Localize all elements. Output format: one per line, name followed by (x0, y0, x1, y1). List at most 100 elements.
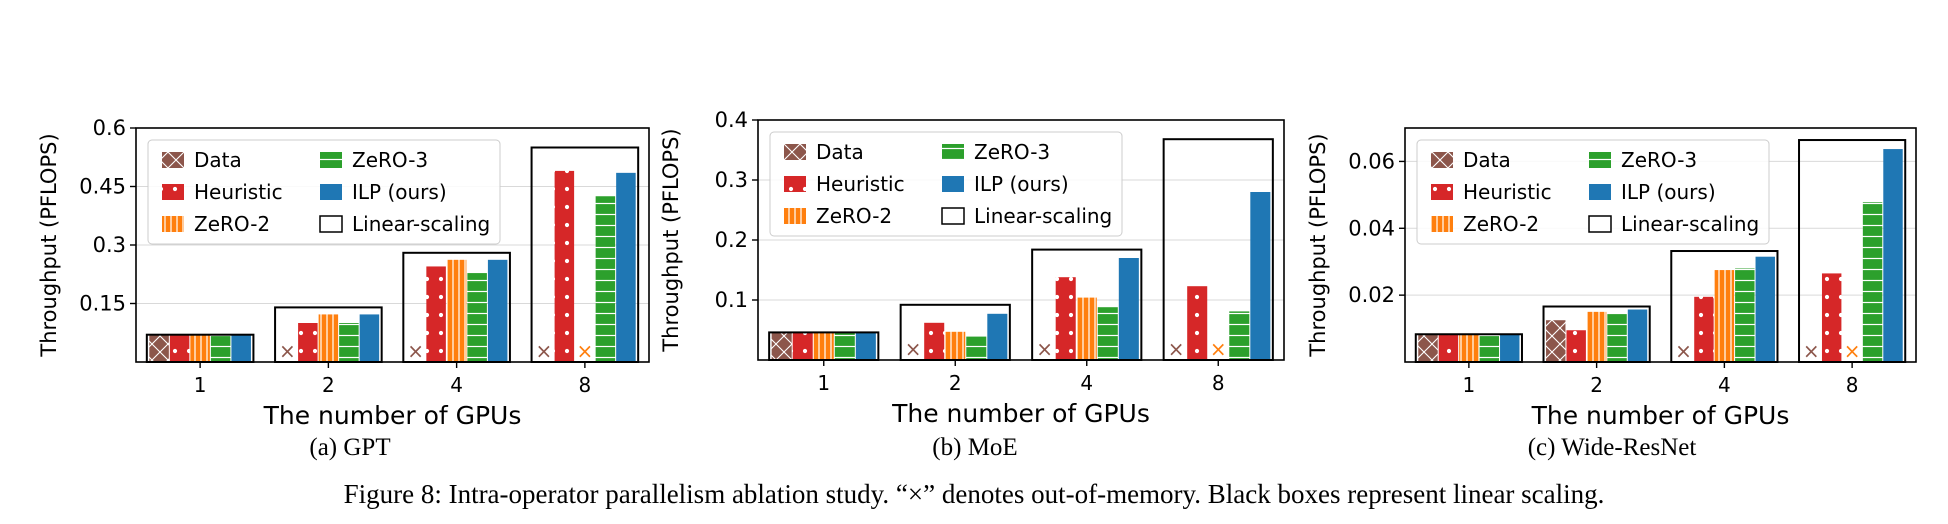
bar-zero-3 (1097, 307, 1118, 360)
legend-swatch-data (1431, 152, 1453, 168)
legend-swatch-heuristic (162, 184, 184, 200)
bar-ilp-ours (487, 259, 508, 362)
legend-label: Linear-scaling (1621, 212, 1759, 236)
bar-heuristic (1821, 273, 1842, 362)
bar-zero-3 (467, 273, 487, 362)
y-tick-label: 0.02 (1348, 283, 1395, 307)
legend-swatch-ilp-ours (320, 184, 342, 200)
legend-swatch-data (162, 152, 184, 168)
bar-zero-2 (1076, 297, 1097, 360)
y-tick-label: 0.3 (93, 233, 126, 257)
axes-frame (1404, 127, 1917, 363)
bar-zero-3 (339, 323, 359, 362)
x-tick-label: 8 (579, 373, 592, 397)
subplot-gpt: (a) GPT 1 × 2 × 4 × × 8 0.15 0.3 0.45 0.6 The number… (37, 116, 650, 461)
bar-zero-3 (595, 196, 616, 362)
bar-zero-3 (966, 336, 987, 360)
y-tick-label: 0.04 (1348, 216, 1395, 240)
bar-zero-2 (1586, 311, 1607, 362)
bar-zero-3 (834, 332, 855, 360)
oom-marker: × (1210, 337, 1227, 361)
bar-heuristic (1055, 277, 1076, 360)
subplot-wide-resnet: (c) Wide-ResNet 1 2 × 4 × × 8 0.02 0.04 0.06 The n… (1306, 127, 1917, 461)
y-axis-label: Throughput (PFLOPS) (1306, 133, 1330, 357)
bar-ilp-ours (231, 334, 251, 362)
x-tick-label: 2 (322, 373, 335, 397)
legend-swatch-zero-2 (784, 208, 806, 224)
bar-ilp-ours (1755, 256, 1775, 362)
bar-ilp-ours (987, 313, 1008, 360)
bar-heuristic (169, 334, 190, 362)
bar-zero-3 (1479, 334, 1500, 362)
y-axis-label: Throughput (PFLOPS) (37, 133, 61, 357)
legend-swatch-data (784, 144, 806, 160)
bar-data (771, 332, 792, 360)
legend-label: ZeRO-2 (194, 212, 270, 236)
legend-swatch-zero-3 (320, 152, 342, 168)
legend-swatch-zero-3 (942, 144, 964, 160)
legend-label: Linear-scaling (352, 212, 490, 236)
oom-marker: × (1675, 339, 1692, 363)
oom-marker: × (1036, 337, 1053, 361)
legend-label: ILP (ours) (1621, 180, 1716, 204)
legend-swatch-linear-scaling (941, 207, 965, 225)
bar-zero-3 (1862, 202, 1883, 362)
legend-label: ZeRO-3 (352, 148, 428, 172)
oom-marker: × (576, 339, 593, 363)
bar-ilp-ours (1500, 334, 1520, 362)
bar-zero-3 (210, 334, 231, 362)
legend-label: ZeRO-3 (974, 140, 1050, 164)
y-tick-label: 0.4 (715, 108, 748, 132)
legend-label: ZeRO-2 (1463, 212, 1539, 236)
x-tick-label: 1 (817, 371, 830, 395)
axes-frame (135, 127, 650, 363)
x-tick-label: 1 (194, 373, 207, 397)
subplot-caption: (a) GPT (309, 434, 390, 461)
bar-data (1418, 334, 1438, 362)
oom-marker: × (279, 339, 296, 363)
oom-marker: × (535, 339, 552, 363)
x-tick-label: 2 (949, 371, 962, 395)
legend-label: Data (816, 140, 864, 164)
bar-zero-3 (1735, 268, 1755, 362)
bar-zero-2 (813, 332, 834, 360)
x-axis-label: The number of GPUs (891, 399, 1150, 428)
subplot-caption: (b) MoE (932, 434, 1017, 461)
y-axis-label: Throughput (PFLOPS) (659, 128, 683, 352)
bar-ilp-ours (1250, 192, 1271, 360)
bar-zero-2 (446, 259, 467, 362)
subplot-moe: (b) MoE 1 × 2 × 4 × × 8 0.1 0.2 0.3 0.4 The number o… (659, 108, 1285, 461)
oom-marker: × (905, 337, 922, 361)
y-tick-label: 0.2 (715, 228, 748, 252)
bar-heuristic (298, 323, 318, 362)
legend-swatch-linear-scaling (319, 215, 343, 233)
legend-swatch-heuristic (1431, 184, 1453, 200)
bar-zero-2 (1459, 334, 1479, 362)
x-tick-label: 1 (1463, 373, 1476, 397)
y-tick-label: 0.3 (715, 168, 748, 192)
legend-label: Data (194, 148, 242, 172)
bar-heuristic (1438, 334, 1459, 362)
legend-swatch-linear-scaling (1588, 215, 1612, 233)
legend-label: Heuristic (1463, 180, 1552, 204)
bar-heuristic (1187, 286, 1208, 360)
legend-swatch-zero-2 (1431, 216, 1453, 232)
oom-marker: × (1168, 337, 1185, 361)
bar-zero-3 (1229, 311, 1250, 360)
x-tick-label: 4 (450, 373, 463, 397)
bar-ilp-ours (1883, 149, 1903, 362)
legend-swatch-heuristic (784, 176, 806, 192)
legend-label: ZeRO-3 (1621, 148, 1697, 172)
x-axis-label: The number of GPUs (1531, 401, 1790, 430)
legend-swatch-ilp-ours (1589, 184, 1611, 200)
x-tick-label: 4 (1080, 371, 1093, 395)
bar-data (1546, 320, 1566, 362)
x-tick-label: 2 (1590, 373, 1603, 397)
y-tick-label: 0.6 (93, 116, 126, 140)
oom-marker: × (407, 339, 424, 363)
bar-heuristic (792, 332, 813, 360)
oom-marker: × (1844, 339, 1861, 363)
legend-label: ILP (ours) (974, 172, 1069, 196)
legend-label: Heuristic (816, 172, 905, 196)
